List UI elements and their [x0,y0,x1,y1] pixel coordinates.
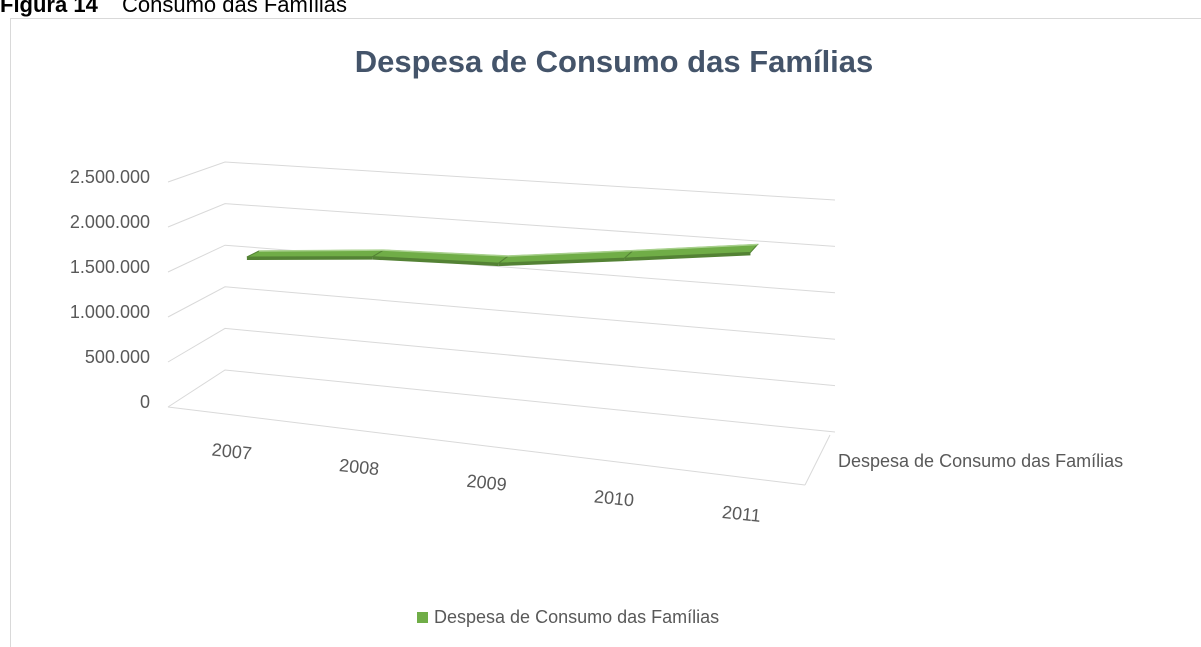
plot-area [167,406,831,486]
x-tick-label: 2008 [338,455,380,479]
figure-number: Figura 14 [0,0,99,17]
y-tick-label: 500.000 [85,347,150,367]
y-tick-label: 0 [140,392,150,412]
legend-label: Despesa de Consumo das Famílias [434,607,719,627]
line-ribbon-edge [624,252,751,262]
x-tick-label: 2011 [721,502,762,526]
y-tick-label: 1.000.000 [70,302,150,322]
figure-caption: Consumo das Famílias [122,0,347,17]
chart-title: Despesa de Consumo das Famílias [355,44,874,79]
legend-swatch [417,612,428,623]
depth-axis-label: Despesa de Consumo das Famílias [838,451,1123,471]
x-tick-label: 2010 [593,486,635,510]
line-ribbon-edge [246,256,373,261]
grid-line [167,203,836,247]
y-tick-label: 1.500.000 [70,257,150,277]
y-tick-label: 2.000.000 [70,212,150,232]
grid-line [167,244,836,294]
chart-border [10,18,1201,647]
depth-edge [804,434,831,486]
x-tick-label: 2009 [466,471,508,495]
floor-edge [167,406,806,486]
grid-line [167,327,836,387]
x-tick-label: 2007 [211,440,253,464]
line-ribbon-edge [498,258,625,267]
grid-line [167,161,836,201]
grid-line [167,286,836,340]
grid-line [167,369,836,433]
line-series [258,243,758,257]
line-ribbon-edge [372,256,499,267]
y-tick-label: 2.500.000 [70,167,150,187]
